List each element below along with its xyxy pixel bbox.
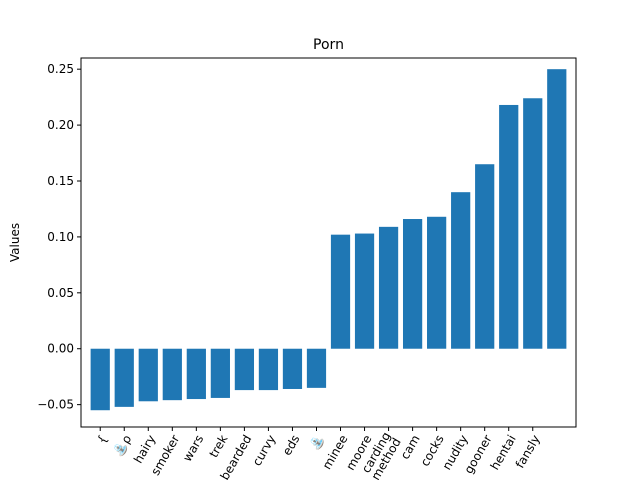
bar-17 <box>499 104 519 349</box>
bar-15 <box>451 192 471 349</box>
bar-12 <box>378 226 399 349</box>
bar-2 <box>138 348 158 402</box>
y-tick-label: −0.05 <box>37 398 74 412</box>
bar-5 <box>210 348 230 398</box>
y-tick-label: 0.15 <box>47 174 74 188</box>
bars-group <box>90 69 567 411</box>
bar-7 <box>258 348 279 391</box>
y-axis-label: Values <box>8 223 22 262</box>
y-tick-label: 0.10 <box>47 230 74 244</box>
x-tick-label: ⛲ <box>307 433 327 453</box>
y-tick-label: 0.05 <box>47 286 74 300</box>
bar-13 <box>402 219 423 349</box>
y-axis: −0.05 0.00 0.05 0.10 0.15 0.20 0.25 <box>37 62 81 412</box>
bar-1 <box>114 348 134 407</box>
bar-6 <box>234 348 255 391</box>
bar-8 <box>282 348 303 389</box>
y-tick-label: 0.00 <box>47 342 74 356</box>
bar-0 <box>90 348 110 411</box>
y-tick-label: 0.20 <box>47 118 74 132</box>
bar-19 <box>547 69 567 349</box>
bar-3 <box>162 348 182 401</box>
x-tick-label-line: ⛲ <box>307 433 327 453</box>
bar-10 <box>330 234 351 349</box>
y-tick-label: 0.25 <box>47 62 74 76</box>
bar-9 <box>306 348 327 388</box>
bar-16 <box>475 164 495 349</box>
bar-14 <box>427 216 447 349</box>
bar-11 <box>354 233 375 349</box>
bar-18 <box>523 98 543 349</box>
plot-frame <box>80 57 577 428</box>
chart-title: Porn <box>313 37 344 53</box>
bar-4 <box>186 348 206 400</box>
